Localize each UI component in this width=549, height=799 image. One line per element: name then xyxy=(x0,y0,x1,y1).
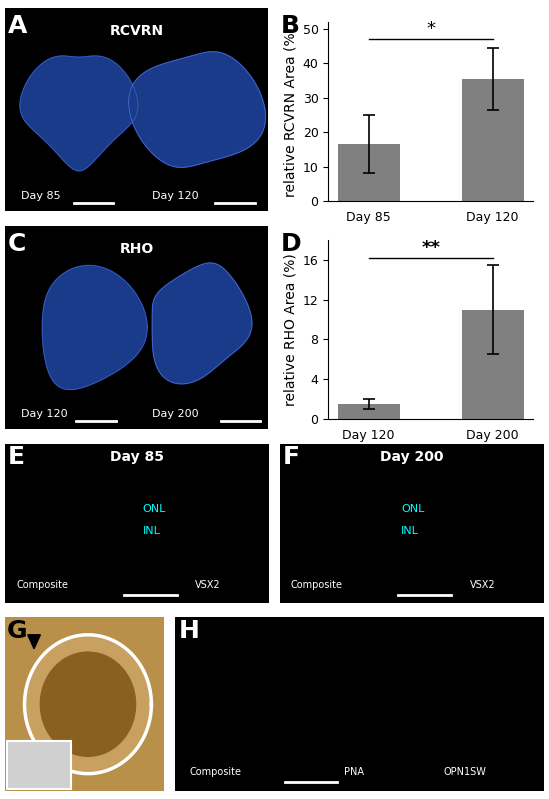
Bar xyxy=(7,741,70,789)
Text: Day 200: Day 200 xyxy=(380,450,444,464)
Polygon shape xyxy=(20,56,138,171)
Text: OPN1SW: OPN1SW xyxy=(444,767,487,777)
Text: Day 85: Day 85 xyxy=(110,450,164,464)
Text: H: H xyxy=(178,619,199,643)
Text: A: A xyxy=(8,14,27,38)
Text: Composite: Composite xyxy=(189,767,242,777)
Text: E: E xyxy=(8,445,25,469)
Text: D: D xyxy=(281,232,302,256)
Text: ONL: ONL xyxy=(401,504,424,515)
Text: Composite: Composite xyxy=(290,580,343,590)
Text: INL: INL xyxy=(401,527,419,536)
Text: Day 120: Day 120 xyxy=(21,409,68,419)
Text: Day 85: Day 85 xyxy=(21,191,61,201)
Text: Composite: Composite xyxy=(16,580,68,590)
Polygon shape xyxy=(152,263,252,384)
Text: PNA: PNA xyxy=(344,767,365,777)
Text: VSX2: VSX2 xyxy=(469,580,495,590)
Text: Day 120: Day 120 xyxy=(153,191,199,201)
Polygon shape xyxy=(41,652,136,757)
Text: VSX2: VSX2 xyxy=(195,580,221,590)
Text: B: B xyxy=(281,14,300,38)
Text: INL: INL xyxy=(143,527,160,536)
Text: ONL: ONL xyxy=(143,504,166,515)
Text: Day 200: Day 200 xyxy=(153,409,199,419)
Text: C: C xyxy=(8,232,26,256)
Polygon shape xyxy=(128,52,266,167)
Text: RHO: RHO xyxy=(120,242,154,256)
Polygon shape xyxy=(27,634,41,649)
Text: F: F xyxy=(282,445,299,469)
Polygon shape xyxy=(42,265,147,390)
Polygon shape xyxy=(25,634,152,773)
Text: G: G xyxy=(7,619,27,643)
Text: RCVRN: RCVRN xyxy=(110,24,164,38)
